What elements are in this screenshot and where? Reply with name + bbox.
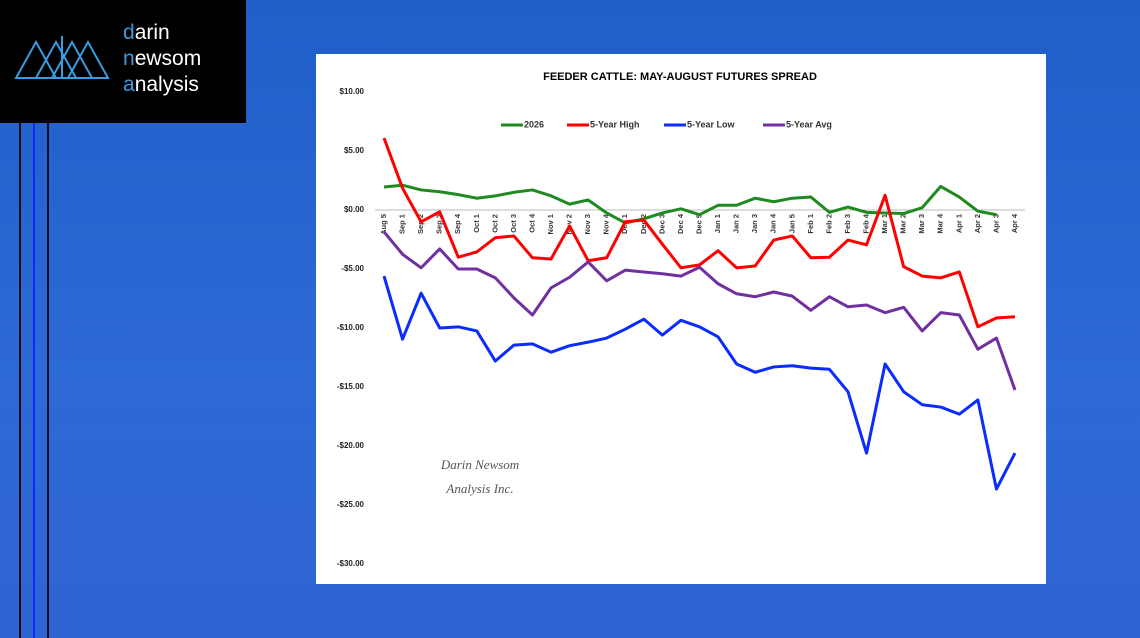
logo-text: darin newsom analysis — [123, 20, 201, 98]
x-tick-label: Mar 2 — [899, 214, 908, 234]
y-tick-label: -$20.00 — [337, 441, 365, 450]
y-tick-label: $10.00 — [340, 87, 365, 96]
x-tick-label: Sep 4 — [453, 213, 462, 234]
series-line — [382, 137, 1016, 329]
y-tick-label: -$30.00 — [337, 559, 365, 568]
y-tick-label: $5.00 — [344, 146, 365, 155]
x-tick-label: Apr 3 — [991, 214, 1000, 233]
legend-label: 2026 — [524, 119, 544, 129]
x-tick-label: Jan 1 — [713, 214, 722, 233]
x-tick-label: Dec 5 — [694, 214, 703, 234]
x-tick-label: Mar 3 — [917, 214, 926, 234]
decor-line — [19, 123, 21, 638]
y-tick-label: -$5.00 — [341, 264, 364, 273]
x-tick-label: Apr 1 — [954, 214, 963, 233]
legend-label: 5-Year Low — [687, 119, 736, 129]
logo-word: newsom — [123, 47, 202, 70]
watermark: Darin Newsom — [440, 457, 519, 472]
logo: darin newsom analysis — [0, 0, 246, 123]
series-line — [382, 275, 1017, 491]
y-tick-label: $0.00 — [344, 205, 365, 214]
decor-line — [33, 123, 35, 638]
logo-icon — [14, 36, 110, 79]
decor-line — [47, 123, 49, 638]
x-tick-label: Feb 4 — [862, 213, 871, 233]
x-tick-label: Aug 5 — [379, 214, 388, 235]
y-tick-label: -$10.00 — [337, 323, 365, 332]
x-tick-label: Dec 3 — [657, 214, 666, 234]
x-tick-label: Jan 3 — [750, 214, 759, 233]
x-tick-label: Oct 4 — [527, 213, 536, 233]
y-tick-label: -$15.00 — [337, 382, 365, 391]
x-tick-label: Nov 2 — [565, 214, 574, 234]
logo-word: darin — [123, 21, 170, 44]
x-tick-label: Feb 3 — [843, 214, 852, 234]
chart-title: FEEDER CATTLE: MAY-AUGUST FUTURES SPREAD — [543, 71, 817, 83]
series-line — [382, 230, 1017, 391]
x-tick-label: Sep 2 — [416, 214, 425, 234]
x-tick-label: Mar 4 — [936, 213, 945, 233]
x-tick-label: Mar 1 — [880, 214, 889, 234]
x-tick-label: Nov 3 — [583, 214, 592, 234]
y-tick-label: -$25.00 — [337, 500, 365, 509]
x-tick-label: Oct 3 — [509, 214, 518, 233]
watermark: Analysis Inc. — [445, 481, 513, 496]
x-tick-label: Jan 5 — [787, 214, 796, 233]
x-tick-label: Sep 1 — [398, 214, 407, 234]
x-tick-label: Apr 4 — [1010, 213, 1019, 233]
x-tick-label: Jan 2 — [732, 214, 741, 233]
x-tick-label: Sep 3 — [435, 214, 444, 234]
x-tick-label: Dec 4 — [676, 213, 685, 234]
logo-word: analysis — [123, 73, 199, 96]
series-line — [383, 183, 997, 225]
x-tick-label: Dec 2 — [639, 214, 648, 234]
legend-label: 5-Year High — [590, 119, 640, 129]
x-tick-label: Feb 2 — [824, 214, 833, 234]
x-tick-label: Jan 4 — [769, 213, 778, 233]
x-tick-label: Oct 1 — [472, 214, 481, 233]
legend-label: 5-Year Avg — [786, 119, 832, 129]
x-tick-label: Nov 4 — [602, 213, 611, 234]
x-tick-label: Oct 2 — [490, 214, 499, 233]
x-tick-label: Nov 1 — [546, 214, 555, 234]
x-tick-label: Apr 2 — [973, 214, 982, 233]
x-tick-label: Feb 1 — [806, 214, 815, 234]
